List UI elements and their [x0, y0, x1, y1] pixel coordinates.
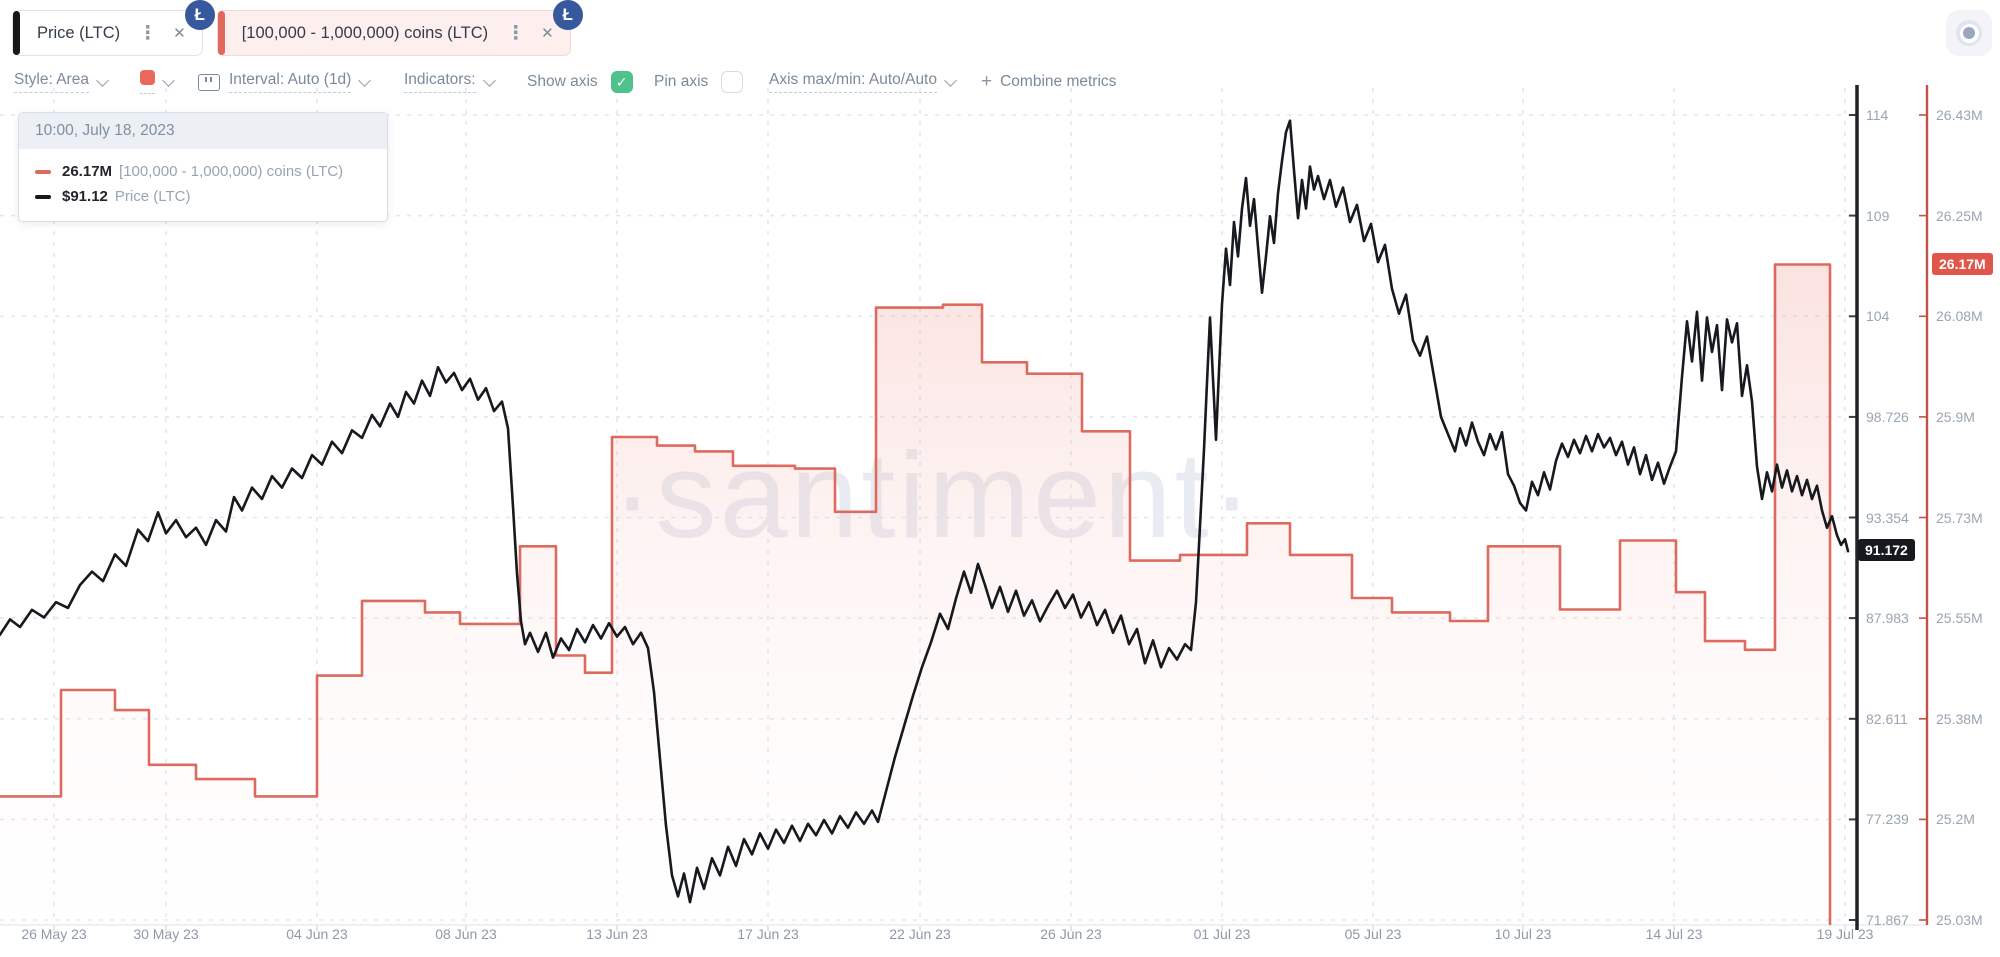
- circle-icon: [1956, 20, 1982, 46]
- interval-dropdown[interactable]: Interval: Auto (1d): [198, 66, 372, 98]
- kebab-menu-icon[interactable]: ⋮: [138, 22, 158, 44]
- supply-axis-tick-label: 25.9M: [1936, 408, 1975, 425]
- x-axis-date-label: 30 May 23: [133, 926, 199, 942]
- holders-area-fill: [0, 264, 1830, 925]
- indicators-label: Indicators:: [404, 71, 476, 93]
- holders-area-line: [0, 263, 1832, 925]
- tooltip-series-label: Price (LTC): [114, 188, 191, 205]
- price-axis-tick-label: 71.867: [1866, 912, 1909, 928]
- plus-icon: +: [981, 71, 993, 92]
- price-axis-tick-label: 87.983: [1866, 610, 1909, 627]
- supply-axis-tick-label: 26.43M: [1936, 107, 1983, 123]
- tooltip-value: $91.12: [62, 188, 108, 205]
- chevron-down-icon: [96, 73, 109, 87]
- chart-toolbar: Style: Area Interval: Auto (1d) Indicato…: [0, 66, 2000, 98]
- x-axis-date-label: 05 Jul 23: [1344, 926, 1402, 942]
- color-swatch-dropdown[interactable]: [140, 66, 175, 98]
- price-axis-tick-label: 104: [1866, 308, 1890, 325]
- supply-axis-tick-label: 25.55M: [1936, 610, 1983, 627]
- tooltip-value: 26.17M: [62, 163, 113, 180]
- record-circle-button[interactable]: [1946, 10, 1992, 56]
- tab-label: Price (LTC): [37, 23, 121, 42]
- series-dash-icon: [35, 194, 51, 199]
- x-axis-date-label: 04 Jun 23: [286, 926, 348, 942]
- chevron-down-icon: [162, 73, 175, 87]
- supply-axis-tick-label: 25.38M: [1936, 710, 1983, 727]
- kebab-menu-icon[interactable]: ⋮: [506, 22, 526, 44]
- price-axis-tick-label: 93.354: [1866, 509, 1909, 526]
- x-axis-date-label: 08 Jun 23: [435, 926, 497, 942]
- tab-accent-bar: [217, 11, 225, 55]
- x-axis-date-label: 01 Jul 23: [1193, 926, 1251, 942]
- chevron-down-icon: [358, 73, 372, 87]
- x-axis-date-label: 19 Jul 23: [1816, 926, 1874, 942]
- supply-axis-tick-label: 26.08M: [1936, 308, 1983, 325]
- price-axis-tick-label: 77.239: [1866, 811, 1909, 828]
- style-dropdown[interactable]: Style: Area: [14, 66, 109, 98]
- axis-maxmin-label: Axis max/min: Auto/Auto: [769, 71, 937, 93]
- pin-axis-toggle[interactable]: Pin axis: [654, 66, 744, 98]
- price-axis-tick-label: 114: [1866, 107, 1889, 123]
- axis-maxmin-dropdown[interactable]: Axis max/min: Auto/Auto: [769, 66, 957, 98]
- pin-axis-label: Pin axis: [654, 73, 709, 90]
- x-axis-date-label: 22 Jun 23: [889, 926, 951, 942]
- combine-metrics-button[interactable]: + Combine metrics: [981, 66, 1116, 98]
- chevron-down-icon: [944, 73, 957, 87]
- supply-axis-tick-label: 25.2M: [1936, 811, 1975, 828]
- tooltip-row: 26.17M [100,000 - 1,000,000) coins (LTC): [35, 159, 371, 184]
- supply-axis-tick-label: 26.25M: [1936, 207, 1983, 224]
- close-icon[interactable]: ✕: [173, 24, 186, 42]
- interval-icon: [198, 73, 220, 91]
- show-axis-toggle[interactable]: Show axis ✓: [527, 66, 633, 98]
- interval-label: Interval: Auto (1d): [229, 71, 352, 93]
- x-axis-date-label: 13 Jun 23: [586, 926, 648, 942]
- tooltip-row: $91.12 Price (LTC): [35, 184, 371, 209]
- series-dash-icon: [35, 169, 51, 174]
- price-line: [0, 119, 1850, 904]
- price-axis-tick-label: 109: [1866, 207, 1890, 224]
- supply-axis-tick-label: 25.73M: [1936, 509, 1983, 526]
- x-axis-date-label: 10 Jul 23: [1494, 926, 1552, 942]
- price-axis-tick-label: 82.611: [1866, 710, 1908, 727]
- supply-axis-tick-label: 25.03M: [1936, 912, 1983, 928]
- litecoin-badge-icon: Ł: [184, 0, 215, 30]
- x-axis-date-label: 14 Jul 23: [1645, 926, 1703, 942]
- chevron-down-icon: [482, 73, 496, 87]
- metric-tabbar: Price (LTC) ⋮ ✕ Ł [100,000 - 1,000,000) …: [12, 0, 583, 56]
- x-axis-date-label: 17 Jun 23: [737, 926, 799, 942]
- combine-metrics-label: Combine metrics: [1000, 73, 1117, 90]
- tooltip-timestamp: 10:00, July 18, 2023: [19, 113, 387, 149]
- price-axis-tick-label: 98.726: [1866, 408, 1909, 425]
- indicators-dropdown[interactable]: Indicators:: [404, 66, 496, 98]
- tab-price-ltc[interactable]: Price (LTC) ⋮ ✕ Ł: [12, 0, 215, 56]
- supply-current-badge: 26.17M: [1932, 252, 1993, 275]
- tooltip-body: 26.17M [100,000 - 1,000,000) coins (LTC) $…: [19, 149, 387, 221]
- metric-color-swatch: [140, 70, 155, 94]
- tab-label: [100,000 - 1,000,000) coins (LTC): [241, 23, 489, 42]
- x-axis-date-label: 26 Jun 23: [1040, 926, 1102, 942]
- chart-tooltip: 10:00, July 18, 2023 26.17M [100,000 - 1,…: [18, 112, 388, 222]
- show-axis-checkbox[interactable]: ✓: [610, 71, 633, 93]
- price-current-badge: 91.172: [1858, 539, 1915, 562]
- show-axis-label: Show axis: [527, 73, 598, 90]
- tab-accent-bar: [13, 11, 20, 55]
- tab-supply-distribution[interactable]: [100,000 - 1,000,000) coins (LTC) ⋮ ✕ Ł: [216, 0, 583, 56]
- style-label: Style: Area: [14, 71, 89, 93]
- close-icon[interactable]: ✕: [541, 24, 554, 42]
- x-axis-date-label: 26 May 23: [21, 926, 87, 942]
- pin-axis-checkbox[interactable]: [721, 71, 744, 93]
- litecoin-badge-icon: Ł: [552, 0, 583, 30]
- tooltip-series-label: [100,000 - 1,000,000) coins (LTC): [119, 163, 344, 180]
